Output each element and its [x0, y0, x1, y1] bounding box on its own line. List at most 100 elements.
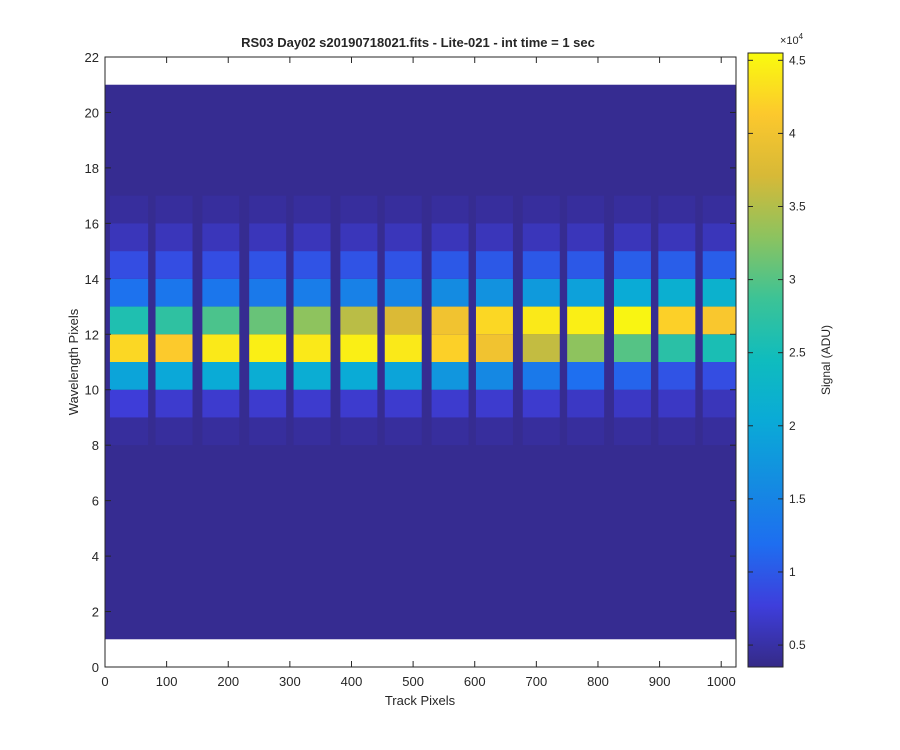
heatmap-cell — [702, 362, 736, 390]
heatmap-cell — [431, 223, 469, 252]
heatmap-cell — [249, 362, 287, 390]
x-tick-label: 900 — [649, 674, 671, 689]
heatmap-cell — [384, 389, 422, 418]
heatmap-cell — [249, 223, 287, 252]
heatmap-cell — [613, 195, 651, 224]
heatmap-cell — [109, 251, 149, 279]
colorbar-tick-label: 1.5 — [789, 492, 806, 506]
heatmap-cell — [567, 306, 605, 335]
heatmap-cell — [340, 334, 378, 362]
colorbar-tick-label: 2 — [789, 419, 796, 433]
heatmap-cell — [249, 278, 287, 307]
heatmap-cell — [522, 278, 560, 307]
heatmap-cell — [613, 334, 651, 362]
y-tick-label: 18 — [85, 161, 99, 176]
colorbar-ticks: 0.5 1 1.5 2 2.5 3 3.5 4 4.5 — [748, 53, 806, 652]
heatmap-cell — [155, 334, 193, 362]
plot-area: 0 100 200 300 400 500 600 700 800 900 1000 0 2 4 6 8 10… — [85, 50, 737, 689]
heatmap-cell — [155, 389, 193, 418]
x-tick-label: 100 — [156, 674, 178, 689]
heatmap-cell — [109, 223, 149, 252]
heatmap-cell — [475, 223, 513, 252]
heatmap-cell — [613, 362, 651, 390]
y-axis-label: Wavelength Pixels — [66, 308, 81, 415]
chart-title: RS03 Day02 s20190718021.fits - Lite-021 … — [241, 35, 595, 50]
heatmap-cell — [613, 389, 651, 418]
heatmap-cell — [249, 334, 287, 362]
heatmap-cell — [658, 389, 696, 418]
heatmap-cell — [522, 389, 560, 418]
heatmap-cell — [567, 223, 605, 252]
heatmap-cell — [384, 278, 422, 307]
heatmap-cell — [613, 223, 651, 252]
heatmap-cell — [109, 306, 149, 335]
heatmap-cell — [155, 306, 193, 335]
heatmap-cell — [340, 306, 378, 335]
heatmap-cell — [475, 417, 513, 446]
heatmap-cell — [431, 362, 469, 390]
heatmap-cell — [475, 362, 513, 390]
colorbar-tick-label: 4 — [789, 126, 796, 140]
x-tick-label: 200 — [217, 674, 239, 689]
x-tick-label: 400 — [341, 674, 363, 689]
heatmap-cell — [293, 195, 331, 224]
heatmap-cell — [702, 417, 736, 446]
heatmap-cell — [522, 334, 560, 362]
heatmap-cell — [293, 362, 331, 390]
heatmap-cell — [109, 278, 149, 307]
heatmap-cell — [567, 278, 605, 307]
heatmap-cell — [522, 223, 560, 252]
x-tick-label: 600 — [464, 674, 486, 689]
y-tick-label: 12 — [85, 327, 99, 342]
heatmap-cell — [384, 223, 422, 252]
heatmap-cell — [702, 223, 736, 252]
heatmap-cell — [431, 417, 469, 446]
colorbar-tick-label: 2.5 — [789, 346, 806, 360]
colorbar-tick-label: 3 — [789, 273, 796, 287]
heatmap-cell — [384, 417, 422, 446]
x-tick-label: 800 — [587, 674, 609, 689]
y-tick-label: 22 — [85, 50, 99, 65]
y-tick-label: 0 — [92, 660, 99, 675]
heatmap-cell — [658, 417, 696, 446]
heatmap-cell — [202, 278, 240, 307]
y-tick-label: 8 — [92, 438, 99, 453]
heatmap-cell — [249, 195, 287, 224]
heatmap-cell — [475, 389, 513, 418]
y-tick-label: 4 — [92, 549, 99, 564]
heatmap-cell — [202, 195, 240, 224]
heatmap-cell — [567, 251, 605, 279]
heatmap-cell — [522, 195, 560, 224]
heatmap-cell — [522, 306, 560, 335]
heatmap-cell — [702, 306, 736, 335]
heatmap-cell — [431, 306, 469, 335]
heatmap-cell — [155, 362, 193, 390]
heatmap-cell — [702, 278, 736, 307]
heatmap-cell — [340, 223, 378, 252]
heatmap-cell — [293, 306, 331, 335]
heatmap-cell — [202, 362, 240, 390]
heatmap-cell — [340, 362, 378, 390]
y-tick-label: 6 — [92, 494, 99, 509]
heatmap-cell — [613, 306, 651, 335]
heatmap-cell — [475, 251, 513, 279]
heatmap-cell — [658, 334, 696, 362]
heatmap-cell — [202, 251, 240, 279]
colorbar-tick-label: 4.5 — [789, 53, 806, 67]
heatmap-cell — [658, 278, 696, 307]
heatmap-cell — [431, 195, 469, 224]
heatmap-cell — [613, 278, 651, 307]
heatmap-cell — [567, 195, 605, 224]
heatmap-cell — [202, 417, 240, 446]
heatmap-cell — [202, 389, 240, 418]
heatmap-cell — [155, 251, 193, 279]
heatmap-cell — [658, 362, 696, 390]
heatmap-cell — [202, 223, 240, 252]
heatmap-cell — [702, 334, 736, 362]
heatmap-cell — [702, 195, 736, 224]
heatmap-cell — [384, 306, 422, 335]
heatmap-cell — [522, 251, 560, 279]
heatmap-cell — [475, 195, 513, 224]
heatmap-cell — [340, 417, 378, 446]
